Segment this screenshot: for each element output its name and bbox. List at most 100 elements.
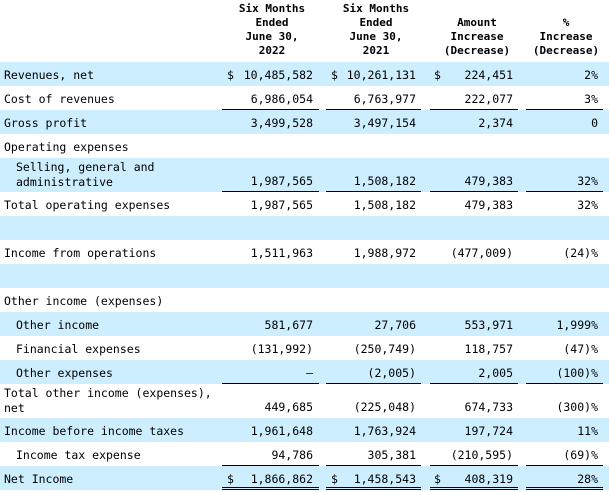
row-label: Income from operations: [4, 245, 157, 260]
table-row: Total operating expenses 1,987,565 1,508,1…: [0, 192, 609, 216]
double-underline: [222, 487, 319, 490]
double-underline: [326, 487, 421, 490]
table-row: [0, 216, 609, 240]
cell-value: 3,497,154: [353, 115, 416, 130]
underline: [526, 465, 603, 466]
cell-value: 1,763,924: [353, 423, 416, 438]
cell-value: (69)%: [563, 447, 598, 462]
table-row: Other expenses — (2,005) 2,005 (100)%: [0, 360, 609, 384]
cell-value: 479,383: [464, 174, 513, 188]
underline: [430, 109, 518, 110]
underline: [326, 383, 421, 384]
row-label: Operating expenses: [4, 139, 129, 154]
underline: [526, 191, 603, 192]
cell-value: (47)%: [563, 341, 598, 356]
cell-value: 27,706: [374, 317, 416, 332]
cell-value: 0: [591, 115, 598, 130]
cell-value: 408,319: [464, 471, 513, 486]
underline: [326, 465, 421, 466]
cell-value: (100)%: [556, 365, 598, 380]
cell-value: 6,986,054: [250, 91, 313, 106]
row-label: Net Income: [4, 471, 74, 486]
cell-value: 1,866,862: [250, 471, 313, 486]
cell-value: 674,733: [464, 400, 513, 414]
table-row: Income tax expense 94,786 305,381 (210,595)…: [0, 442, 609, 466]
cell-value: 118,757: [464, 341, 513, 356]
cell-value: 479,383: [464, 197, 513, 212]
double-underline: [430, 487, 518, 490]
cell-value: 3,499,528: [250, 115, 313, 130]
row-label: Revenues, net: [4, 67, 95, 82]
cell-value: 6,763,977: [353, 91, 416, 106]
row-label: Total operating expenses: [4, 197, 171, 212]
header-amount-change: Amount Increase (Decrease): [443, 16, 511, 57]
cell-value: 11%: [577, 423, 598, 438]
cell-value: 1,508,182: [353, 174, 416, 188]
row-label: Total other income (expenses), net: [4, 386, 212, 415]
cell-value: 1,987,565: [250, 197, 313, 212]
cell-value: 10,261,131: [346, 67, 416, 82]
row-label: Other income (expenses): [4, 293, 164, 308]
underline: [430, 465, 518, 466]
cell-value: 94,786: [271, 447, 313, 462]
cell-value: 1,458,543: [353, 471, 416, 486]
row-label: Other income: [16, 317, 100, 332]
table-row: Gross profit 3,499,528 3,497,154 2,374 0: [0, 110, 609, 134]
cell-value: —: [306, 365, 313, 380]
cell-value: 32%: [577, 174, 598, 188]
cell-value: 449,685: [264, 400, 313, 414]
table-row: Net Income 1,866,862 $1,458,543 $408,319 $28…: [0, 466, 609, 490]
underline: [222, 109, 319, 110]
row-label: Income before income taxes: [4, 423, 185, 438]
cell-value: (300)%: [556, 400, 598, 414]
table-row: Income before income taxes 1,961,648 1,763…: [0, 418, 609, 442]
header-2022: Six Months Ended June 30, 2022: [238, 2, 306, 57]
cell-value: 32%: [577, 197, 598, 212]
cell-value: (225,048): [353, 400, 416, 414]
table-row: Cost of revenues 6,986,054 6,763,977 222,07…: [0, 86, 609, 110]
table-row: Operating expenses: [0, 134, 609, 158]
cell-value: 2,374: [478, 115, 513, 130]
cell-value: 1,988,972: [353, 245, 416, 260]
underline: [430, 383, 518, 384]
cell-value: 2%: [584, 67, 598, 82]
cell-value: 224,451: [464, 67, 513, 82]
cell-value: 553,971: [464, 317, 513, 332]
underline: [222, 383, 319, 384]
cell-value: 1,511,963: [250, 245, 313, 260]
currency-symbol: $: [227, 67, 234, 82]
cell-value: 1,961,648: [250, 423, 313, 438]
table-row: Selling, general and administrative 1,987…: [0, 158, 609, 192]
underline: [526, 109, 603, 110]
cell-value: 581,677: [264, 317, 313, 332]
row-label: Gross profit: [4, 115, 88, 130]
table-row: Other income 581,677 27,706 553,971 1,999%: [0, 312, 609, 336]
underline: [222, 191, 319, 192]
row-label: Cost of revenues: [4, 91, 115, 106]
cell-value: 1,508,182: [353, 197, 416, 212]
cell-value: 1,987,565: [250, 174, 313, 188]
underline: [526, 383, 603, 384]
underline: [326, 191, 421, 192]
cell-value: (24)%: [563, 245, 598, 260]
currency-symbol: $: [434, 471, 441, 486]
cell-value: 305,381: [367, 447, 416, 462]
table-row: Revenues, net 10,485,582 $10,261,131 $224,4…: [0, 62, 609, 86]
row-label: Financial expenses: [16, 341, 141, 356]
cell-value: (210,595): [450, 447, 513, 462]
table-row: Income from operations 1,511,963 1,988,972…: [0, 240, 609, 264]
currency-symbol: $: [331, 67, 338, 82]
row-label: Income tax expense: [16, 447, 141, 462]
cell-value: (250,749): [353, 341, 416, 356]
currency-symbol: $: [227, 471, 234, 486]
currency-symbol: $: [331, 471, 338, 486]
row-label: Selling, general and administrative: [16, 160, 155, 189]
cell-value: 10,485,582: [243, 67, 313, 82]
cell-value: 197,724: [464, 423, 513, 438]
header-2021: Six Months Ended June 30, 2021: [342, 2, 410, 57]
underline: [326, 109, 421, 110]
cell-value: 28%: [577, 471, 598, 486]
double-underline: [526, 487, 603, 490]
header-percent-change: % Increase (Decrease): [532, 16, 600, 57]
currency-symbol: $: [434, 67, 441, 82]
